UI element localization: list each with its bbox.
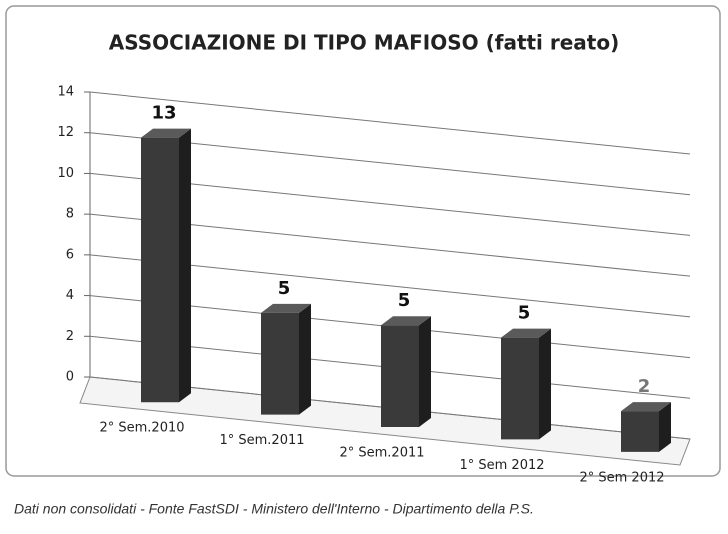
y-tick-label: 10 (57, 166, 74, 181)
bar (381, 316, 431, 428)
y-tick-label: 6 (66, 247, 74, 262)
y-tick-label: 0 (66, 370, 74, 385)
y-tick-label: 12 (57, 125, 74, 140)
bar-side (539, 328, 551, 440)
value-label: 5 (518, 303, 531, 324)
bar-front (141, 137, 179, 403)
y-tick-label: 4 (66, 288, 74, 303)
bar (621, 402, 671, 452)
value-label: 5 (398, 290, 411, 311)
bar (261, 303, 311, 415)
bar-side (659, 402, 671, 452)
bar (141, 128, 191, 403)
bar-side (179, 128, 191, 403)
x-tick-label: 1° Sem 2012 (459, 458, 544, 473)
value-label: 13 (151, 103, 176, 124)
x-tick-label: 1° Sem.2011 (219, 433, 304, 448)
y-tick-label: 8 (66, 207, 74, 222)
bar-front (381, 325, 419, 428)
bar-top (141, 128, 191, 138)
bar (501, 328, 551, 440)
bar-front (261, 312, 299, 415)
x-tick-label: 2° Sem 2012 (579, 470, 664, 485)
bar-top (621, 402, 671, 412)
value-label: 5 (278, 278, 291, 299)
bar-top (261, 303, 311, 313)
bar-side (419, 316, 431, 428)
source-note: Dati non consolidati - Fonte FastSDI - M… (14, 501, 534, 517)
y-tick-label: 14 (57, 85, 74, 100)
bar-top (381, 316, 431, 326)
bar-top (501, 328, 551, 338)
x-tick-label: 2° Sem.2011 (339, 446, 424, 461)
bar-front (621, 411, 659, 452)
chart-title: ASSOCIAZIONE DI TIPO MAFIOSO (fatti reat… (109, 31, 620, 55)
grid-line (89, 91, 691, 155)
x-tick-label: 2° Sem.2010 (99, 421, 184, 436)
y-tick-label: 2 (66, 329, 74, 344)
bar-front (501, 337, 539, 440)
value-label: 2 (638, 376, 651, 397)
bar-side (299, 303, 311, 415)
